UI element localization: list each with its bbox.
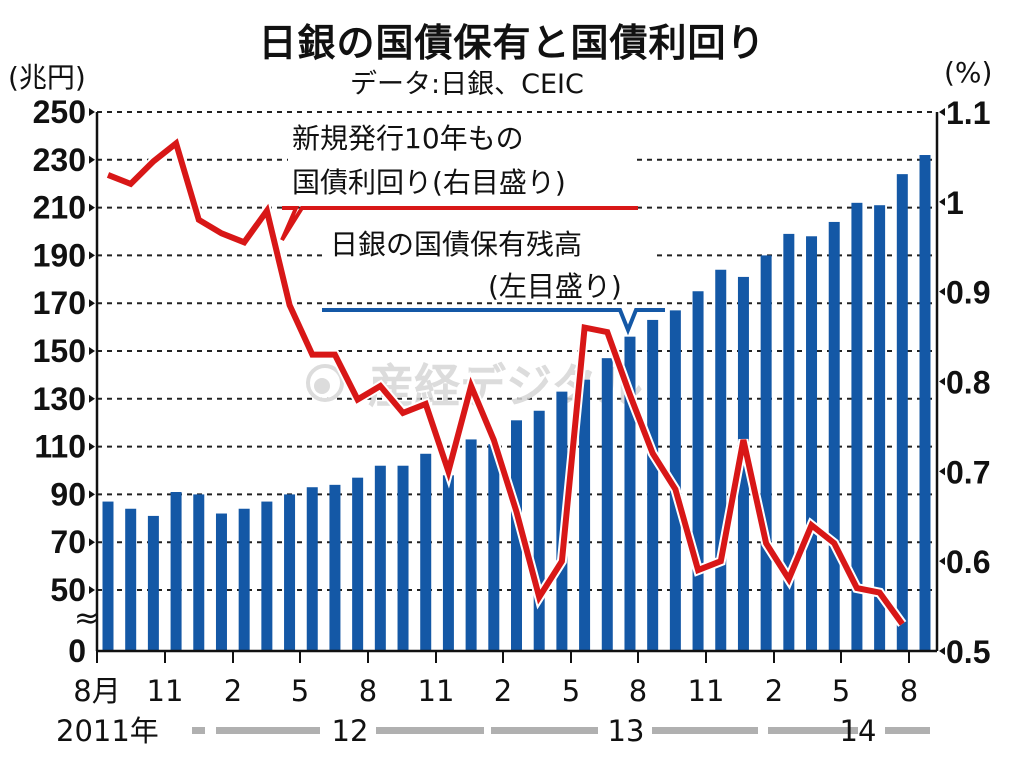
bar [193,494,205,651]
svg-text:11: 11 [418,674,455,708]
axes [89,108,945,663]
svg-text:230: 230 [33,142,86,178]
bar [352,477,364,651]
svg-text:5: 5 [291,674,309,708]
bar [624,336,636,651]
bar [806,236,818,651]
bar [261,501,273,651]
svg-text:12: 12 [332,714,369,748]
svg-text:14: 14 [840,714,877,748]
bar [306,487,318,651]
svg-text:0: 0 [68,633,86,669]
svg-text:130: 130 [33,381,86,417]
bar [397,465,409,651]
svg-text:日銀の国債保有残高: 日銀の国債保有残高 [330,228,582,261]
bar [102,501,114,651]
bar [783,233,795,651]
svg-text:50: 50 [50,572,86,608]
bar [874,205,886,651]
bar [511,420,522,651]
bar [215,513,227,651]
svg-text:8月: 8月 [73,674,120,708]
bar [125,508,137,651]
bar [896,174,908,651]
svg-text:1: 1 [946,185,964,221]
bar [828,221,840,651]
axis-labels: 0 50 70 90 110 130 150 170 190 210 230 250 ≈0.5 0.6 0.… [33,94,991,748]
bar [488,444,500,651]
bar [533,410,545,651]
chart-source: データ:日銀、CEIC [350,69,584,100]
svg-text:2: 2 [494,674,512,708]
bar [601,358,613,651]
left-axis-unit: (兆円) [8,61,86,94]
yield-line [106,134,907,627]
svg-text:8: 8 [900,674,918,708]
svg-text:2: 2 [765,674,783,708]
svg-text:0.8: 0.8 [946,365,990,401]
bar [170,492,182,651]
svg-text:2011年: 2011年 [56,714,159,748]
bar [442,475,454,651]
svg-text:150: 150 [33,333,86,369]
right-axis-unit: (%) [944,56,993,89]
bar [329,484,341,651]
bar [420,453,432,651]
svg-text:(左目盛り): (左目盛り) [488,270,622,303]
svg-text:8: 8 [629,674,647,708]
svg-text:0.9: 0.9 [946,275,990,311]
bar [692,291,704,651]
svg-text:0.7: 0.7 [946,454,990,490]
svg-text:190: 190 [33,237,86,273]
svg-text:13: 13 [608,714,645,748]
bar [760,255,772,651]
svg-text:5: 5 [562,674,580,708]
svg-text:110: 110 [34,429,86,465]
svg-text:210: 210 [33,190,86,226]
svg-text:70: 70 [50,524,86,560]
bar [715,269,727,651]
svg-text:5: 5 [832,674,850,708]
chart-title: 日銀の国債保有と国債利回り [258,21,766,65]
svg-text:90: 90 [50,476,86,512]
bar [919,155,931,651]
svg-text:0.6: 0.6 [946,544,990,580]
svg-text:≈: ≈ [74,601,99,636]
svg-text:新規発行10年もの: 新規発行10年もの [292,122,524,155]
bar [147,515,159,651]
svg-text:1.1: 1.1 [946,95,990,131]
bar [851,202,863,651]
svg-text:11: 11 [147,674,184,708]
svg-text:8: 8 [359,674,377,708]
svg-text:170: 170 [33,285,86,321]
svg-text:2: 2 [224,674,242,708]
bar [465,439,477,651]
bar [374,465,386,651]
holdings-bars [102,155,931,651]
bar [647,319,659,651]
svg-text:0.5: 0.5 [946,634,990,670]
bar [284,494,296,651]
svg-text:国債利回り(右目盛り): 国債利回り(右目盛り) [292,166,566,199]
bar [579,379,591,651]
bar [238,508,250,651]
svg-text:11: 11 [688,674,725,708]
svg-text:250: 250 [33,94,86,130]
